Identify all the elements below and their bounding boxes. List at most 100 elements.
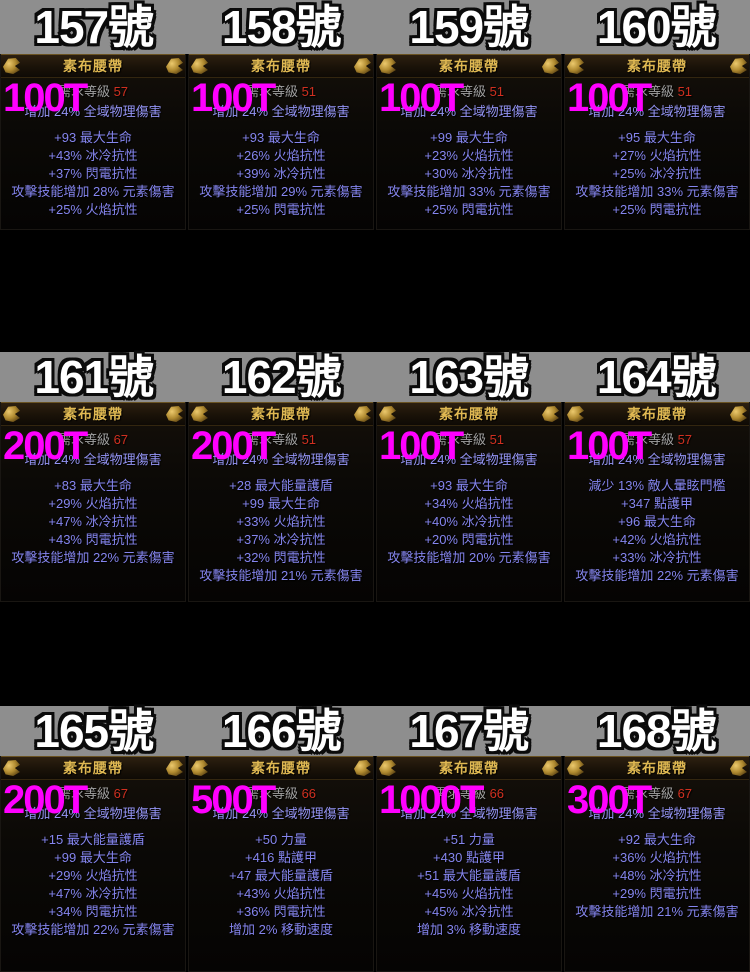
requirement-line: 需求等級 57	[57, 84, 129, 99]
item-header: 素布腰帶	[1, 756, 185, 780]
requirement-line: 需求等級 51	[433, 84, 505, 99]
requirement-line: 需求等級 66	[245, 786, 317, 801]
mod-line: +27% 火焰抗性	[612, 148, 702, 163]
ornament-icon	[354, 406, 371, 422]
mod-line: +50 力量	[255, 832, 307, 847]
price-label: 200T	[3, 778, 88, 822]
requirement-level: 66	[301, 786, 317, 801]
mod-line: +25% 火焰抗性	[48, 202, 138, 217]
mod-line: +25% 冰冷抗性	[612, 166, 702, 181]
item-body: 需求等級 51 增加 24% 全域物理傷害 +93 最大生命 +34% 火焰抗性 +…	[377, 426, 561, 567]
implicit-mod: 增加 24% 全域物理傷害	[24, 452, 162, 467]
item-header: 素布腰帶	[189, 402, 373, 426]
mod-line: +32% 閃電抗性	[236, 550, 326, 565]
row-2: 161號 162號 163號 164號 素布腰帶 需求等級 67 增加 24% …	[0, 352, 750, 602]
requirement-level: 67	[113, 786, 129, 801]
requirement-line: 需求等級 51	[621, 84, 693, 99]
mod-line: +47 最大能量護盾	[229, 868, 333, 883]
mod-line: +15 最大能量護盾	[41, 832, 145, 847]
requirement-line: 需求等級 67	[57, 432, 129, 447]
item-name: 素布腰帶	[63, 406, 123, 422]
explicit-mods: +15 最大能量護盾 +99 最大生命 +29% 火焰抗性 +47% 冰冷抗性 +34%…	[1, 831, 185, 939]
mod-line: 減少 13% 敵人暈眩門檻	[588, 478, 726, 493]
item-name: 素布腰帶	[63, 760, 123, 776]
price-label: 500T	[191, 778, 276, 822]
mod-line: 攻擊技能增加 20% 元素傷害	[387, 550, 551, 565]
mod-line: +347 點護甲	[621, 496, 693, 511]
item-name: 素布腰帶	[251, 760, 311, 776]
mod-line: +39% 冰冷抗性	[236, 166, 326, 181]
item-tooltip: 素布腰帶 需求等級 51 增加 24% 全域物理傷害 +93 最大生命 +34% …	[376, 402, 562, 602]
ornament-icon	[166, 760, 183, 776]
item-tooltip: 素布腰帶 需求等級 51 增加 24% 全域物理傷害 +95 最大生命 +27% …	[564, 54, 750, 230]
mod-line: +93 最大生命	[242, 130, 320, 145]
item-body: 需求等級 67 增加 24% 全域物理傷害 +83 最大生命 +29% 火焰抗性 +…	[1, 426, 185, 567]
price-label: 100T	[3, 76, 88, 120]
item-header: 素布腰帶	[377, 756, 561, 780]
explicit-mods: 減少 13% 敵人暈眩門檻 +347 點護甲 +96 最大生命 +42% 火焰抗性 +3…	[565, 477, 749, 585]
item-number-label: 164號	[596, 351, 717, 403]
requirement-level: 67	[677, 786, 693, 801]
item-tooltip: 素布腰帶 需求等級 57 增加 24% 全域物理傷害 +93 最大生命 +43% …	[0, 54, 186, 230]
price-label: 100T	[567, 76, 652, 120]
requirement-level: 51	[677, 84, 693, 99]
ornament-icon	[567, 406, 584, 422]
item-header: 素布腰帶	[377, 402, 561, 426]
mod-line: +51 最大能量護盾	[417, 868, 521, 883]
requirement-line: 需求等級 67	[621, 786, 693, 801]
item-number-label: 160號	[596, 1, 717, 53]
explicit-mods: +95 最大生命 +27% 火焰抗性 +25% 冰冷抗性 攻擊技能增加 33% 元素傷…	[565, 129, 749, 219]
requirement-level: 51	[489, 84, 505, 99]
implicit-mod: 增加 24% 全域物理傷害	[588, 452, 726, 467]
requirement-level: 66	[489, 786, 505, 801]
mod-line: +92 最大生命	[618, 832, 696, 847]
requirement-level: 51	[301, 84, 317, 99]
mod-line: +29% 火焰抗性	[48, 868, 138, 883]
explicit-mods: +83 最大生命 +29% 火焰抗性 +47% 冰冷抗性 +43% 閃電抗性 攻擊技能增…	[1, 477, 185, 567]
mod-line: +416 點護甲	[245, 850, 317, 865]
item-number-label: 166號	[221, 705, 342, 757]
item-tooltip: 素布腰帶 需求等級 51 增加 24% 全域物理傷害 +28 最大能量護盾 +99…	[188, 402, 374, 602]
mod-line: +33% 冰冷抗性	[612, 550, 702, 565]
mod-line: +43% 閃電抗性	[48, 532, 138, 547]
ornament-icon	[730, 58, 747, 74]
ornament-icon	[730, 406, 747, 422]
item-body: 需求等級 51 增加 24% 全域物理傷害 +95 最大生命 +27% 火焰抗性 +…	[565, 78, 749, 219]
mod-line: 攻擊技能增加 28% 元素傷害	[11, 184, 175, 199]
ornament-icon	[379, 406, 396, 422]
item-tooltip: 素布腰帶 需求等級 51 增加 24% 全域物理傷害 +93 最大生命 +26% …	[188, 54, 374, 230]
ornament-icon	[166, 58, 183, 74]
row-3: 165號 166號 167號 168號 素布腰帶 需求等級 67 增加 24% …	[0, 706, 750, 972]
mod-line: +30% 冰冷抗性	[424, 166, 514, 181]
item-body: 需求等級 57 增加 24% 全域物理傷害 減少 13% 敵人暈眩門檻 +347 …	[565, 426, 749, 585]
item-body: 需求等級 57 增加 24% 全域物理傷害 +93 最大生命 +43% 冰冷抗性 +…	[1, 78, 185, 219]
mod-line: +430 點護甲	[433, 850, 505, 865]
item-name: 素布腰帶	[251, 58, 311, 74]
mod-line: +99 最大生命	[54, 850, 132, 865]
requirement-level: 51	[301, 432, 317, 447]
ornament-icon	[3, 58, 20, 74]
mod-line: +40% 冰冷抗性	[424, 514, 514, 529]
explicit-mods: +92 最大生命 +36% 火焰抗性 +48% 冰冷抗性 +29% 閃電抗性 攻擊技能增…	[565, 831, 749, 921]
item-header: 素布腰帶	[1, 402, 185, 426]
item-tooltip: 素布腰帶 需求等級 66 增加 24% 全域物理傷害 +50 力量 +416 點護…	[188, 756, 374, 972]
implicit-mod: 增加 24% 全域物理傷害	[212, 104, 350, 119]
requirement-level: 57	[113, 84, 129, 99]
price-label: 200T	[191, 424, 276, 468]
mod-line: +26% 火焰抗性	[236, 148, 326, 163]
number-band: 157號 158號 159號 160號	[0, 0, 750, 54]
item-name: 素布腰帶	[63, 58, 123, 74]
implicit-mod: 增加 24% 全域物理傷害	[212, 806, 350, 821]
price-label: 100T	[567, 424, 652, 468]
ornament-icon	[354, 58, 371, 74]
item-card-row: 素布腰帶 需求等級 67 增加 24% 全域物理傷害 +15 最大能量護盾 +99…	[0, 756, 750, 972]
item-header: 素布腰帶	[189, 756, 373, 780]
mod-line: +29% 火焰抗性	[48, 496, 138, 511]
item-number-label: 163號	[409, 351, 529, 403]
requirement-line: 需求等級 51	[245, 432, 317, 447]
mod-line: +47% 冰冷抗性	[48, 514, 138, 529]
ornament-icon	[567, 58, 584, 74]
ornament-icon	[542, 406, 559, 422]
mod-line: +45% 冰冷抗性	[424, 904, 514, 919]
mod-line: +25% 閃電抗性	[236, 202, 326, 217]
